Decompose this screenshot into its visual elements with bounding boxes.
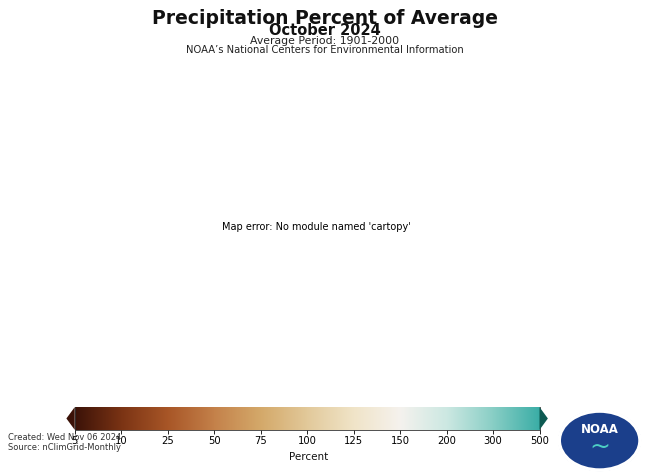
Text: Source: nClimGrid-Monthly: Source: nClimGrid-Monthly bbox=[8, 443, 121, 452]
Circle shape bbox=[559, 411, 640, 470]
Text: October 2024: October 2024 bbox=[269, 23, 381, 38]
Text: ~: ~ bbox=[589, 435, 610, 459]
Polygon shape bbox=[540, 407, 548, 430]
Text: Average Period: 1901-2000: Average Period: 1901-2000 bbox=[250, 36, 400, 46]
Text: Map error: No module named 'cartopy': Map error: No module named 'cartopy' bbox=[222, 222, 411, 232]
Text: Created: Wed Nov 06 2024: Created: Wed Nov 06 2024 bbox=[8, 433, 121, 442]
Text: NOAA: NOAA bbox=[580, 423, 619, 436]
Polygon shape bbox=[66, 407, 75, 430]
Text: Precipitation Percent of Average: Precipitation Percent of Average bbox=[152, 10, 498, 28]
Text: NOAA’s National Centers for Environmental Information: NOAA’s National Centers for Environmenta… bbox=[186, 45, 464, 55]
Text: Percent: Percent bbox=[289, 452, 328, 462]
